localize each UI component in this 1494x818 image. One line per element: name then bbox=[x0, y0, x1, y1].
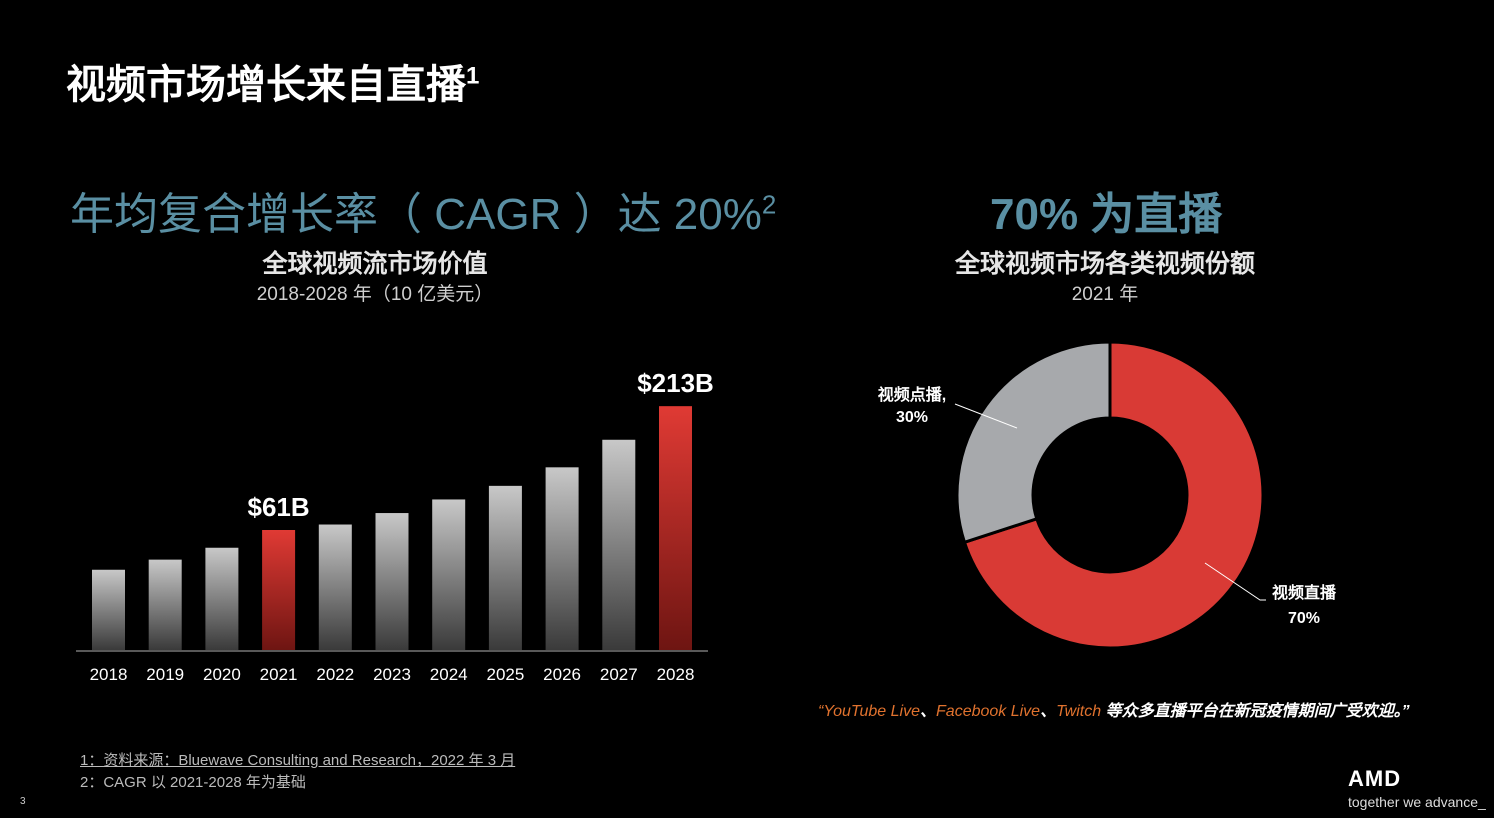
bar-chart-title: 全球视频流市场价值 bbox=[262, 250, 488, 278]
data-label-2021: $61B bbox=[248, 492, 310, 522]
live-label: 视频直播 bbox=[1272, 583, 1337, 602]
x-tick-2023: 2023 bbox=[373, 665, 411, 684]
cagr-heading: 年均复合增长率（ CAGR ）达 20%2 bbox=[70, 189, 777, 239]
quote: “YouTube Live、Facebook Live、Twitch 等众多直播… bbox=[818, 703, 1410, 720]
bar-2023 bbox=[375, 513, 409, 650]
amd-logo: AMD bbox=[1348, 766, 1402, 791]
donut-slice-0 bbox=[962, 340, 1265, 650]
leader-line-vod bbox=[954, 403, 1018, 429]
x-tick-2021: 2021 bbox=[260, 665, 298, 684]
footnote-1[interactable]: 1：资料来源：Bluewave Consulting and Research，… bbox=[80, 752, 516, 769]
x-tick-2025: 2025 bbox=[486, 665, 524, 684]
x-tick-2027: 2027 bbox=[600, 665, 638, 684]
vod-value: 30% bbox=[896, 409, 928, 426]
bar-2026 bbox=[545, 467, 579, 650]
donut-chart-subtitle: 2021 年 bbox=[1071, 284, 1139, 305]
vod-label: 视频点播, bbox=[878, 385, 946, 404]
bar-chart-subtitle: 2018-2028 年（10 亿美元） bbox=[256, 284, 494, 305]
bar-2022 bbox=[318, 524, 352, 650]
bar-2019 bbox=[148, 559, 182, 650]
x-tick-2024: 2024 bbox=[430, 665, 468, 684]
bar-2027 bbox=[602, 439, 636, 650]
footnote-2: 2：CAGR 以 2021-2028 年为基础 bbox=[80, 774, 306, 791]
donut-slice-1 bbox=[955, 340, 1112, 545]
donut-chart-title: 全球视频市场各类视频份额 bbox=[954, 250, 1255, 278]
live-value: 70% bbox=[1288, 610, 1320, 627]
page-title: 视频市场增长来自直播1 bbox=[66, 62, 480, 107]
x-tick-2026: 2026 bbox=[543, 665, 581, 684]
x-tick-2028: 2028 bbox=[657, 665, 695, 684]
x-tick-2019: 2019 bbox=[146, 665, 184, 684]
bar-2021 bbox=[262, 530, 296, 650]
bar-2018 bbox=[92, 569, 125, 650]
amd-tagline: together we advance_ bbox=[1348, 794, 1486, 810]
leader-line-live bbox=[1204, 562, 1266, 601]
bar-2020 bbox=[205, 547, 239, 650]
live-share-heading: 70% 为直播 bbox=[990, 190, 1223, 239]
x-tick-2022: 2022 bbox=[316, 665, 354, 684]
bar-2025 bbox=[488, 485, 522, 650]
page-number: 3 bbox=[20, 796, 26, 807]
bar-2024 bbox=[432, 499, 466, 650]
x-tick-2020: 2020 bbox=[203, 665, 241, 684]
data-label-2028: $213B bbox=[637, 368, 714, 398]
x-tick-2018: 2018 bbox=[90, 665, 128, 684]
bar-2028 bbox=[659, 406, 692, 650]
